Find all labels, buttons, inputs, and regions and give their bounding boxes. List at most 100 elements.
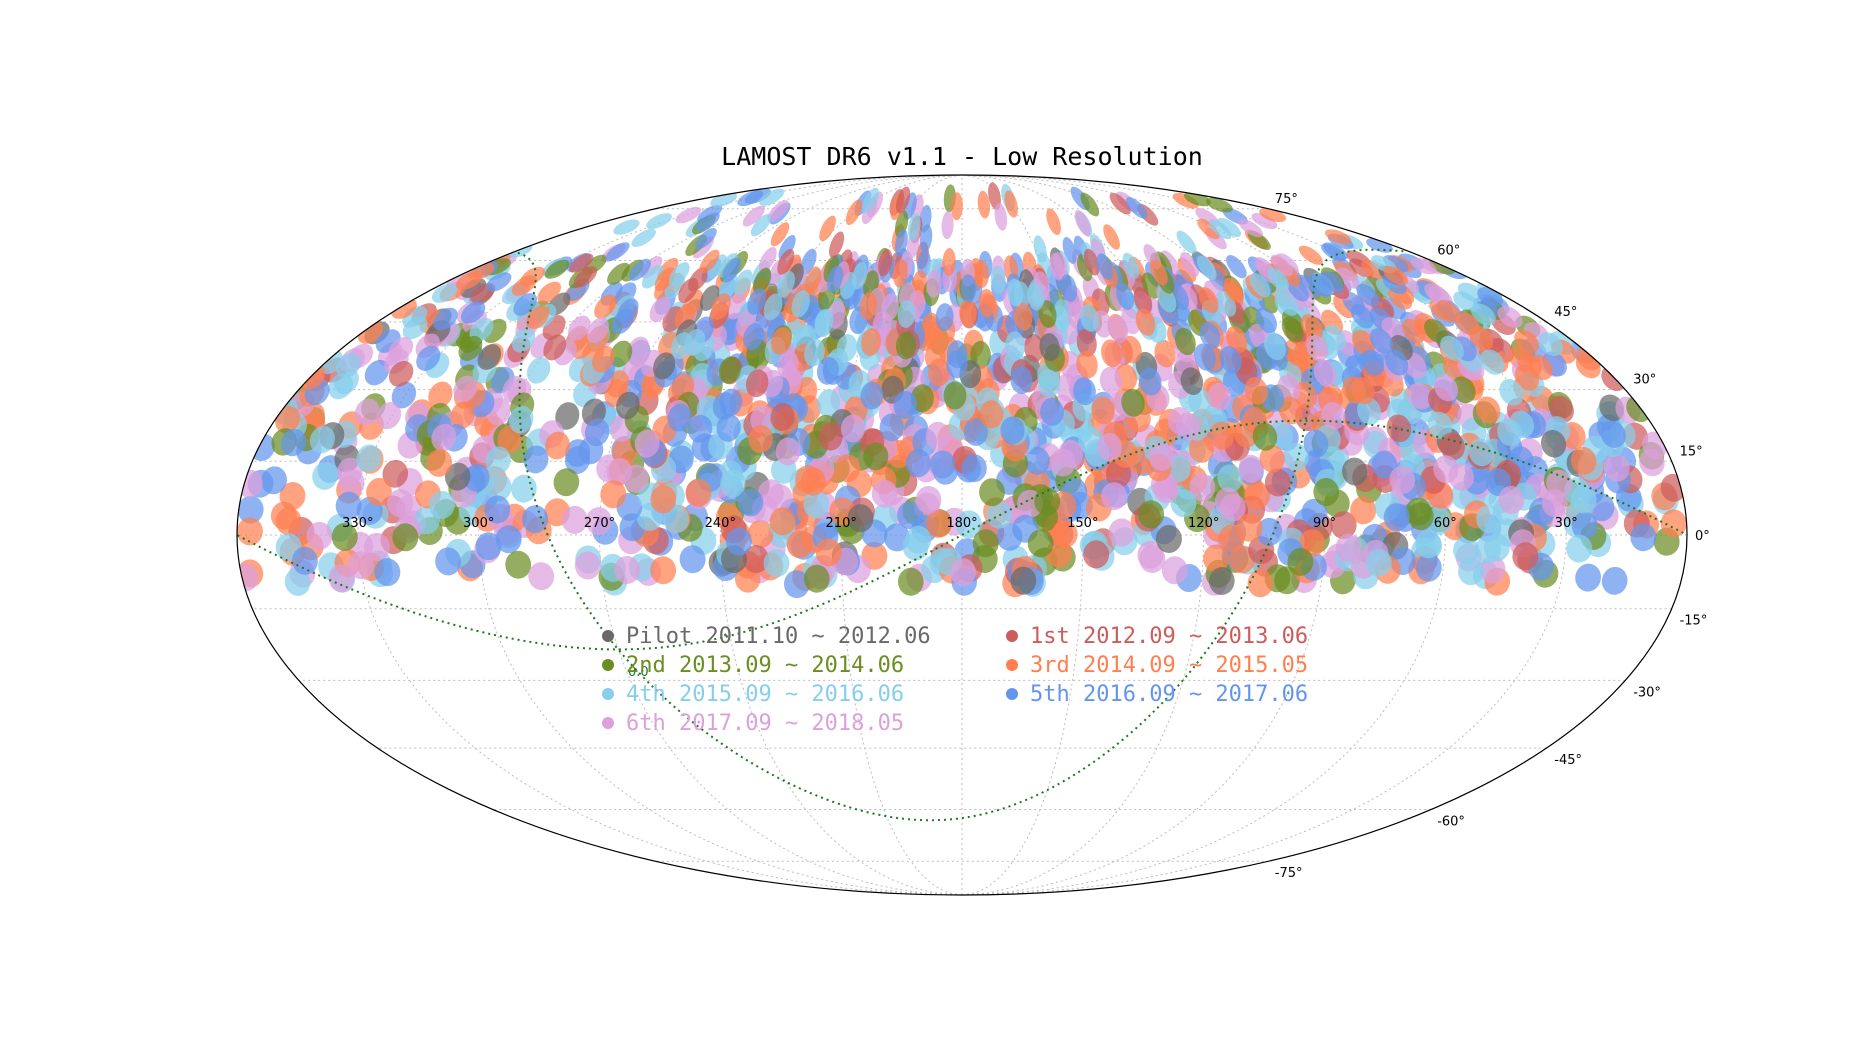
plate-marker	[894, 228, 908, 257]
plate-marker	[897, 501, 924, 530]
legend-marker	[602, 688, 614, 700]
plate-marker	[946, 350, 968, 379]
plate-marker	[1267, 267, 1289, 291]
plate-marker	[950, 558, 976, 587]
plate-marker	[1300, 314, 1323, 340]
reference-planes	[236, 248, 1684, 822]
plate-marker	[1199, 321, 1221, 349]
plate-marker	[1154, 339, 1176, 368]
plate-marker	[895, 186, 911, 214]
plate-marker	[935, 303, 954, 332]
plate-marker	[919, 224, 933, 253]
plate-marker	[1138, 500, 1165, 529]
plate-marker	[1475, 396, 1501, 424]
plate-marker	[484, 495, 511, 524]
plate-marker	[1206, 197, 1233, 213]
plate-marker	[1514, 364, 1540, 391]
plate-marker	[668, 262, 690, 286]
plate-marker	[1076, 329, 1097, 357]
plate-marker	[1263, 333, 1286, 361]
plate-marker	[1223, 277, 1244, 303]
plate-marker	[631, 228, 656, 247]
longitude-gridline	[478, 174, 963, 896]
plate-marker	[897, 300, 916, 328]
plate-marker	[1309, 273, 1332, 297]
plate-marker	[1324, 229, 1352, 245]
plate-marker	[769, 507, 796, 536]
plate-marker	[431, 283, 458, 303]
plate-marker	[1080, 192, 1100, 217]
plate-marker	[460, 301, 486, 324]
plate-marker	[737, 190, 764, 207]
plate-marker	[737, 488, 764, 517]
plate-marker	[1074, 210, 1091, 236]
plate-marker	[1203, 544, 1230, 573]
legend-marker	[1006, 688, 1018, 700]
plate-marker	[927, 358, 950, 387]
plate-marker	[878, 248, 893, 277]
plate-marker	[1121, 388, 1145, 417]
plate-markers	[237, 182, 1687, 599]
plate-marker	[1424, 318, 1448, 344]
plate-marker	[366, 477, 392, 506]
plate-marker	[979, 478, 1005, 507]
plate-marker	[1256, 517, 1283, 546]
plate-marker	[783, 570, 810, 599]
plate-marker	[725, 527, 752, 556]
plate-marker	[1365, 548, 1392, 577]
plate-marker	[292, 546, 318, 575]
plate-marker	[1139, 367, 1162, 396]
plate-marker	[1054, 299, 1073, 327]
plate-marker	[963, 417, 989, 446]
plate-marker	[1251, 213, 1278, 229]
plate-marker	[847, 504, 874, 533]
plate-marker	[523, 445, 549, 474]
legend-label: 3rd 2014.09 ~ 2015.05	[1030, 653, 1308, 678]
plate-marker	[1149, 259, 1168, 286]
plate-marker	[1264, 468, 1291, 497]
plate-marker	[1180, 367, 1204, 396]
plate-marker	[893, 259, 908, 288]
plate-marker	[1281, 308, 1304, 335]
plate-marker	[742, 545, 770, 574]
plate-marker	[1155, 525, 1182, 553]
legend-label: 6th 2017.09 ~ 2018.05	[626, 711, 904, 736]
plate-marker	[1024, 446, 1050, 475]
plate-marker	[1410, 257, 1437, 275]
plate-marker	[699, 249, 720, 274]
plate-marker	[388, 360, 414, 387]
plate-marker	[1321, 401, 1346, 430]
plate-marker	[509, 405, 534, 434]
plate-marker	[826, 265, 844, 293]
plate-marker	[1060, 274, 1078, 302]
plate-marker	[852, 261, 868, 290]
plate-marker	[750, 213, 772, 237]
plate-marker	[955, 510, 982, 539]
plate-marker	[1004, 190, 1018, 218]
plate-marker	[1433, 455, 1459, 484]
plate-marker	[1219, 346, 1242, 374]
plate-marker	[416, 345, 441, 371]
plate-marker	[1427, 411, 1453, 440]
plate-marker	[1194, 343, 1216, 371]
plate-marker	[1218, 524, 1245, 553]
plate-marker	[817, 389, 841, 418]
plate-marker	[1051, 520, 1078, 549]
plate-marker	[592, 345, 615, 373]
plate-marker	[1197, 255, 1217, 281]
plate-marker	[433, 307, 458, 331]
plate-marker	[840, 414, 866, 443]
sky-boundary	[236, 174, 1688, 896]
plate-marker	[444, 462, 471, 491]
plate-marker	[775, 437, 801, 466]
plate-marker	[522, 505, 549, 534]
plate-marker	[387, 489, 414, 518]
plate-marker	[815, 538, 842, 567]
plate-marker	[718, 356, 741, 384]
longitude-tick-label: 90°	[1313, 516, 1336, 531]
plate-marker	[428, 491, 455, 519]
plate-marker	[1335, 533, 1362, 562]
plate-marker	[1497, 418, 1522, 447]
plate-marker	[745, 369, 769, 398]
latitude-tick-label: 75°	[1275, 192, 1298, 207]
